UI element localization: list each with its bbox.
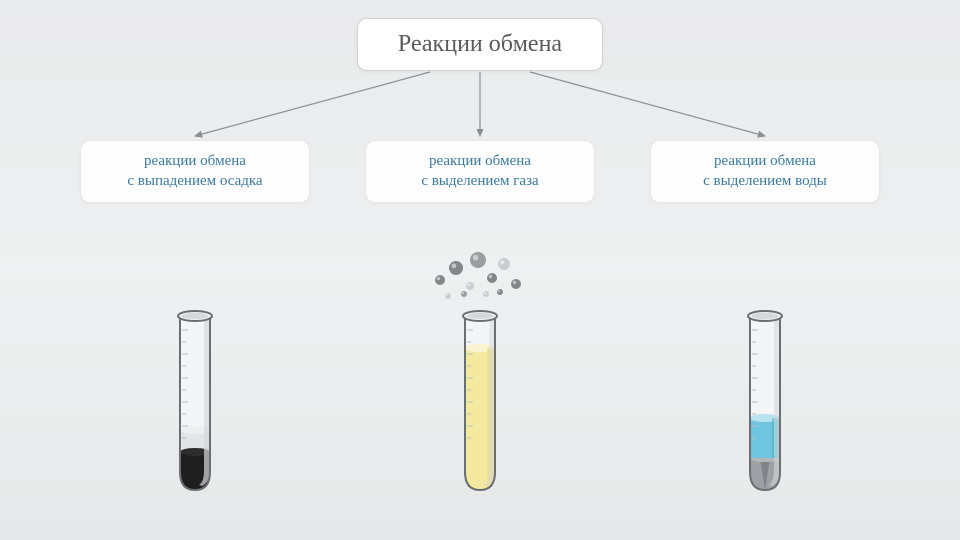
sub-text: реакции обмена с выделением воды <box>669 151 861 192</box>
test-tube-water <box>742 310 788 495</box>
tree-arrows <box>0 70 960 150</box>
sub-line1: реакции обмена <box>144 153 246 169</box>
sub-line1: реакции обмена <box>714 153 816 169</box>
title-box: Реакции обмена <box>357 18 603 71</box>
sub-box-gas: реакции обмена с выделением газа <box>365 140 595 203</box>
sub-line2: с выделением газа <box>421 173 538 189</box>
gas-bubbles-icon <box>420 240 540 310</box>
sub-text: реакции обмена с выпадением осадка <box>99 151 291 192</box>
sub-line2: с выделением воды <box>703 173 827 189</box>
sub-box-sediment: реакции обмена с выпадением осадка <box>80 140 310 203</box>
sub-line1: реакции обмена <box>429 153 531 169</box>
test-tube-gas <box>457 310 503 495</box>
sub-line2: с выпадением осадка <box>127 173 262 189</box>
sub-box-water: реакции обмена с выделением воды <box>650 140 880 203</box>
test-tube-sediment <box>172 310 218 495</box>
tube-zone <box>0 260 960 520</box>
sub-text: реакции обмена с выделением газа <box>384 151 576 192</box>
title-text: Реакции обмена <box>398 31 562 58</box>
